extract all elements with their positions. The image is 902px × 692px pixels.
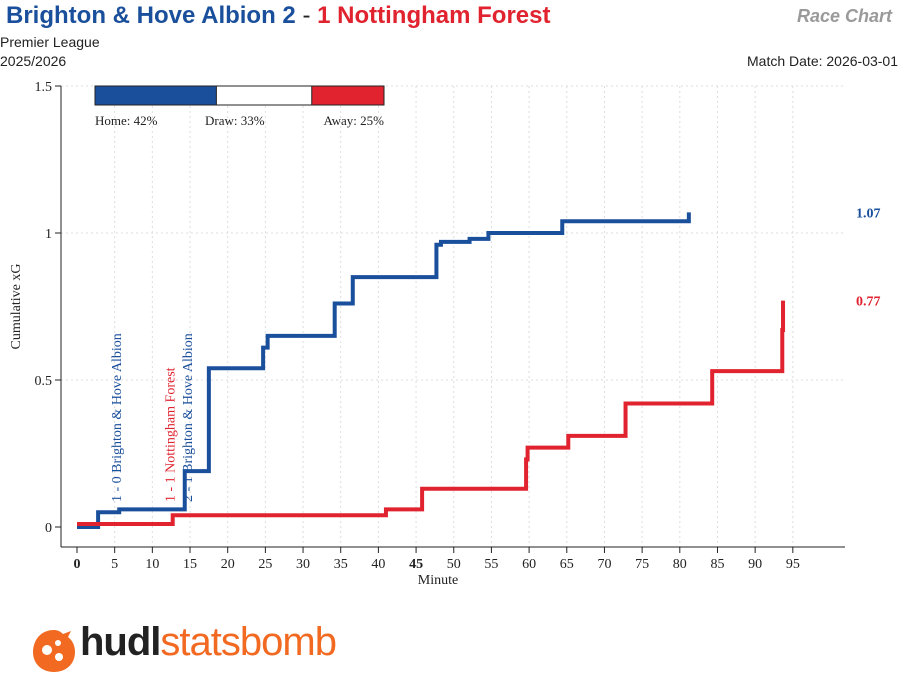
goal-annotation: 2 - 1 Brighton & Hove Albion (181, 333, 196, 502)
y-tick-label: 1.5 (35, 80, 53, 95)
home-probability-bar (95, 86, 217, 105)
home-team-title: Brighton & Hove Albion 2 (6, 2, 296, 29)
away-xg-line (77, 300, 786, 527)
match-date: Match Date: 2026-03-01 (747, 53, 898, 69)
home-probability-label: Home: 42% (95, 113, 158, 128)
logo-hudl: hudl (80, 620, 161, 664)
x-tick-label: 65 (560, 557, 574, 572)
y-tick-label: 0.5 (35, 374, 53, 389)
x-tick-label: 80 (673, 557, 687, 572)
competition-name: Premier League (0, 34, 100, 50)
x-tick-label: 15 (183, 557, 197, 572)
home-xg-line (77, 212, 691, 529)
x-tick-label: 95 (786, 557, 800, 572)
x-tick-label: 30 (296, 557, 310, 572)
goal-annotation: 1 - 1 Nottingham Forest (164, 367, 179, 502)
match-title: Brighton & Hove Albion 2 - 1 Nottingham … (6, 2, 550, 30)
away-team-title: 1 Nottingham Forest (317, 2, 551, 29)
x-tick-label: 10 (145, 557, 159, 572)
probability-bar-frame (94, 85, 385, 106)
goal-annotation: 1 - 0 Brighton & Hove Albion (110, 333, 125, 502)
x-tick-label: 40 (371, 557, 385, 572)
x-tick-label: 20 (221, 557, 235, 572)
y-tick-label: 0 (45, 521, 52, 536)
x-tick-label: 45 (409, 557, 423, 572)
y-tick-label: 1 (45, 227, 52, 242)
away-probability-bar (311, 86, 384, 105)
x-tick-label: 70 (597, 557, 611, 572)
x-tick-label: 75 (635, 557, 649, 572)
title-separator: - (302, 2, 311, 29)
away-final-xg-label: 0.77 (856, 295, 881, 310)
x-tick-label: 50 (447, 557, 461, 572)
x-tick-label: 55 (484, 557, 498, 572)
x-tick-label: 60 (522, 557, 536, 572)
x-tick-label: 5 (111, 557, 118, 572)
draw-probability-bar (216, 86, 312, 105)
x-axis-label: Minute (418, 573, 458, 588)
statsbomb-logo-icon (33, 630, 75, 672)
logo-statsbomb: statsbomb (160, 620, 337, 664)
x-tick-label: 25 (258, 557, 272, 572)
home-final-xg-label: 1.07 (856, 206, 881, 221)
chart-type-label: Race Chart (796, 6, 892, 26)
away-probability-label: Away: 25% (323, 113, 384, 128)
x-tick-label: 35 (334, 557, 348, 572)
season-label: 2025/2026 (0, 53, 67, 69)
x-tick-label: 0 (74, 557, 81, 572)
x-tick-label: 85 (710, 557, 724, 572)
hudl-statsbomb-logo: hudlstatsbomb (80, 620, 337, 665)
y-axis-label: Cumulative xG (9, 264, 24, 350)
x-tick-label: 90 (748, 557, 762, 572)
draw-probability-label: Draw: 33% (205, 113, 265, 128)
